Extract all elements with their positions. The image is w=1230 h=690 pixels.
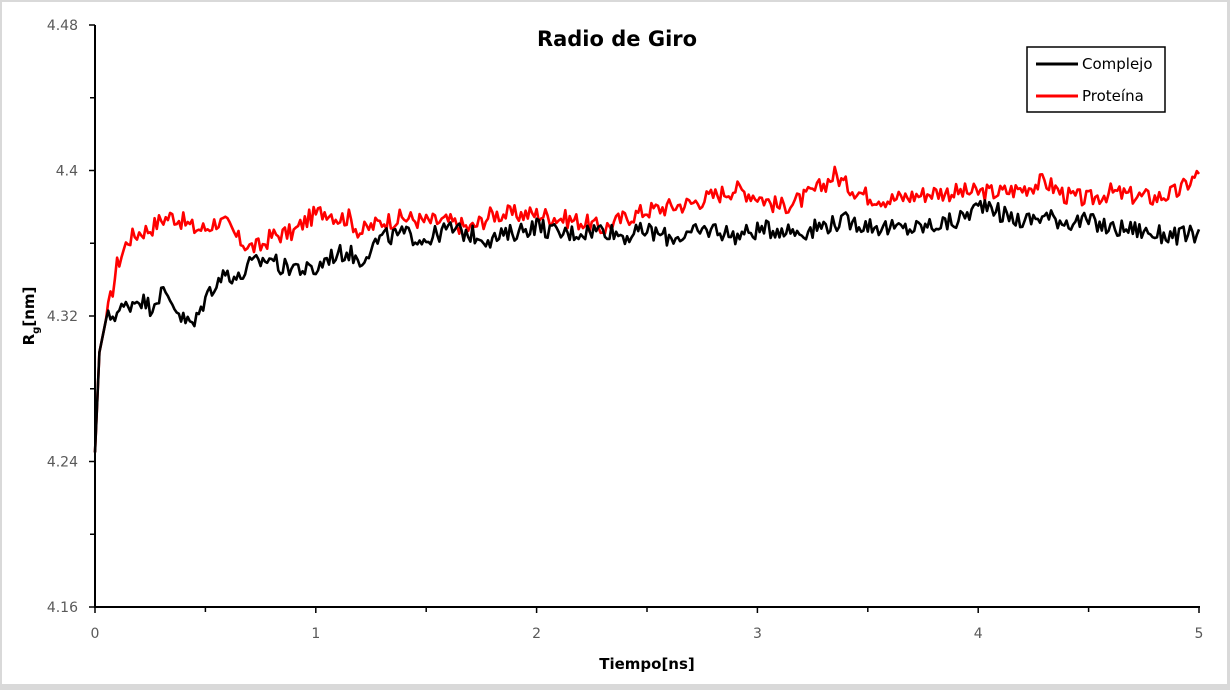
- x-tick-label: 3: [753, 626, 762, 642]
- legend-label-proteina: Proteína: [1082, 87, 1144, 105]
- y-axis-title: Rg[nm]: [20, 287, 42, 346]
- x-tick-label: 2: [532, 626, 541, 642]
- y-tick-label: 4.4: [56, 164, 78, 180]
- y-axis-title-sub: g: [31, 327, 42, 334]
- x-tick-label: 0: [91, 626, 100, 642]
- x-tick-label: 5: [1195, 626, 1204, 642]
- chart-title: Radio de Giro: [537, 27, 697, 51]
- y-tick-label: 4.32: [47, 309, 78, 325]
- x-axis-title: Tiempo[ns]: [599, 655, 695, 673]
- legend-label-complejo: Complejo: [1082, 55, 1153, 73]
- series-line-complejo: [93, 199, 1201, 453]
- legend: Complejo Proteína: [1026, 46, 1166, 113]
- x-tick-label: 4: [974, 626, 983, 642]
- x-tick-label: 1: [311, 626, 320, 642]
- legend-box: [1026, 46, 1166, 113]
- y-tick-label: 4.48: [47, 18, 78, 34]
- y-axis-ticks: 4.16 4.24 4.32 4.4 4.48: [47, 18, 95, 616]
- series-line-proteina: [93, 165, 1201, 453]
- y-axis-title-unit: [nm]: [20, 287, 38, 327]
- y-tick-label: 4.24: [47, 455, 78, 471]
- x-axis-ticks: 0 1 2 3 4 5: [91, 607, 1204, 642]
- series-layer: [93, 165, 1201, 453]
- y-axis-title-main: R: [20, 333, 38, 345]
- y-tick-label: 4.16: [47, 600, 78, 616]
- svg-text:Rg[nm]: Rg[nm]: [20, 287, 42, 346]
